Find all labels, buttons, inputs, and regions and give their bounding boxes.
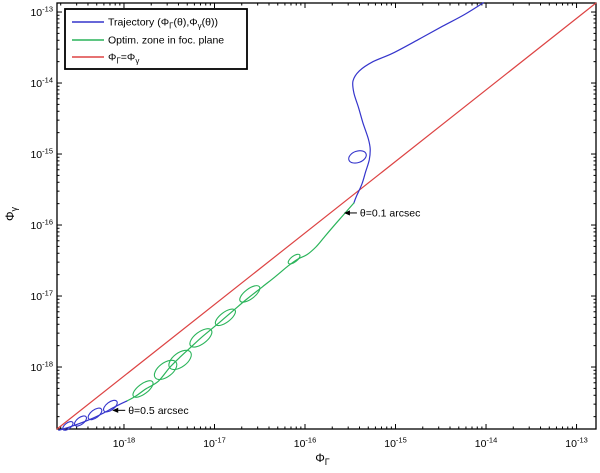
annotation-label: θ=0.5 arcsec (128, 405, 188, 417)
trajectory-loop (189, 328, 213, 348)
trajectory-loop (168, 349, 192, 371)
annotation-theta-0.5-arcsec: θ=0.5 arcsec (112, 405, 189, 417)
trajectory-loop (103, 399, 118, 413)
trajectory-loop (348, 150, 367, 164)
legend-entry-label: ΦΓ=Φγ (108, 52, 139, 66)
legend: Trajectory (ΦΓ(θ),Φγ(θ)) Optim. zone in f… (64, 8, 248, 70)
trajectory-loop (62, 421, 74, 431)
trajectory-upper-blue-path (352, 2, 484, 204)
plot-box (56, 2, 597, 430)
x-tick-label: 10-15 (384, 436, 407, 451)
trajectory-loop (239, 285, 261, 303)
trajectory-loop (73, 415, 88, 427)
trajectory-loop (287, 253, 301, 265)
annotation-arrowhead (343, 210, 350, 216)
identity-line-path (56, 2, 597, 430)
y-tick-label: 10-17 (30, 289, 53, 304)
y-tick-label: 10-14 (30, 76, 53, 91)
x-tick-label: 10-13 (565, 436, 588, 451)
y-tick-label: 10-15 (30, 147, 53, 162)
y-tick-label: 10-13 (30, 5, 53, 20)
trajectory-loop (214, 308, 236, 327)
trajectory-loop (132, 380, 154, 398)
x-tick-label: 10-16 (294, 436, 317, 451)
annotation-arrowhead (112, 407, 119, 413)
annotation-label: θ=0.1 arcsec (360, 208, 420, 220)
x-axis-label: ΦΓ (315, 451, 330, 467)
legend-entry-label: Optim. zone in foc. plane (108, 35, 224, 47)
trajectory-loop (153, 359, 178, 381)
legend-box (64, 8, 248, 70)
legend-entry-label: Trajectory (ΦΓ(θ),Φγ(θ)) (108, 17, 218, 31)
y-tick-label: 10-18 (30, 360, 53, 375)
optim-zone-green-path (126, 202, 355, 402)
x-tick-label: 10-14 (475, 436, 498, 451)
trajectory-loop (87, 407, 103, 421)
x-tick-label: 10-18 (113, 436, 136, 451)
x-tick-label: 10-17 (203, 436, 226, 451)
annotation-theta-0.1-arcsec: θ=0.1 arcsec (343, 208, 420, 220)
y-axis-label: Φγ (3, 206, 19, 221)
y-tick-label: 10-16 (30, 218, 53, 233)
